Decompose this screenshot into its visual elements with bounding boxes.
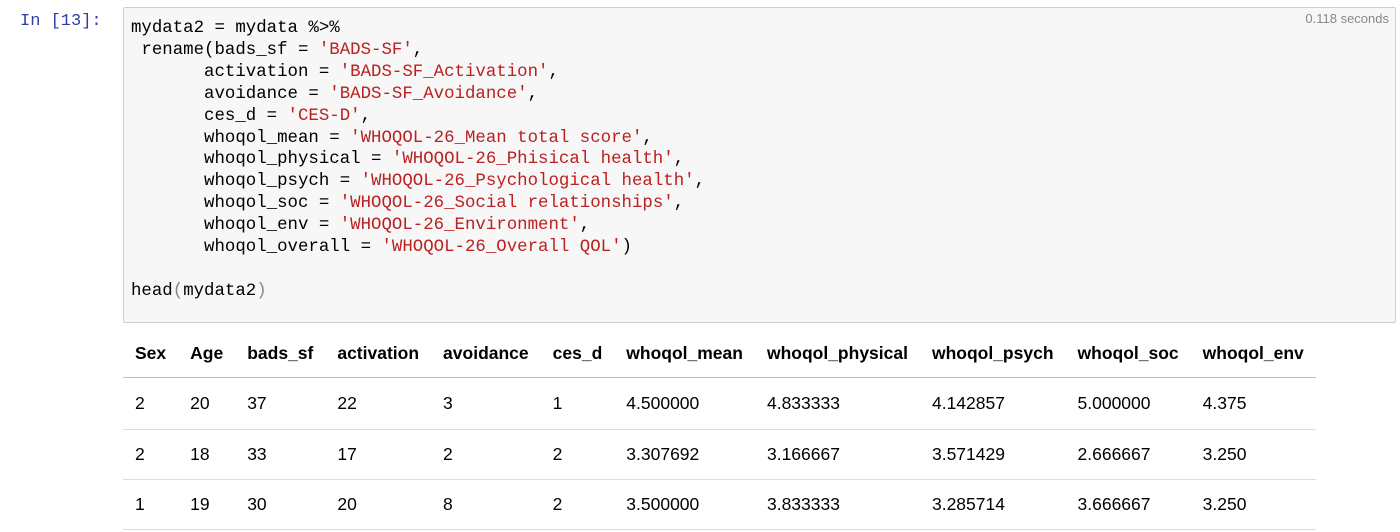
code-string: 'WHOQOL-26_Overall QOL' bbox=[381, 238, 622, 258]
code-token: , bbox=[694, 172, 706, 192]
table-cell: 2.666667 bbox=[1065, 429, 1191, 480]
code-token: ces_d = bbox=[131, 106, 288, 126]
code-string: 'WHOQOL-26_Social relationships' bbox=[339, 194, 674, 214]
table-cell: 37 bbox=[235, 377, 326, 430]
column-header-whoqol-psych: whoqol_psych bbox=[919, 330, 1066, 378]
code-token: ) bbox=[621, 238, 632, 258]
code-token: , bbox=[673, 150, 685, 170]
code-editor[interactable]: mydata2 = mydata %>% rename(bads_sf = 'B… bbox=[131, 18, 705, 303]
table-cell: 3.500000 bbox=[614, 479, 755, 530]
code-string: 'WHOQOL-26_Mean total score' bbox=[350, 128, 643, 148]
cell-output: Sex Age bads_sf activation avoidance ces_d who… bbox=[123, 330, 1398, 530]
code-string: 'WHOQOL-26_Psychological health' bbox=[360, 172, 695, 192]
code-string: 'BADS-SF_Avoidance' bbox=[329, 84, 528, 104]
code-string: 'BADS-SF_Activation' bbox=[339, 62, 549, 82]
code-token: activation = bbox=[131, 62, 340, 82]
column-header-ces-d: ces_d bbox=[540, 330, 615, 378]
table-cell: 30 bbox=[235, 479, 326, 530]
table-cell: 3.250 bbox=[1190, 429, 1316, 480]
output-table: Sex Age bads_sf activation avoidance ces_d who… bbox=[123, 330, 1316, 530]
code-string: 'WHOQOL-26_Environment' bbox=[339, 216, 580, 236]
column-header-avoidance: avoidance bbox=[431, 330, 541, 378]
code-token: whoqol_env = bbox=[131, 216, 340, 236]
code-token: whoqol_soc = bbox=[131, 194, 340, 214]
code-token: whoqol_overall = bbox=[131, 238, 382, 258]
code-token: avoidance = bbox=[131, 84, 330, 104]
column-header-whoqol-soc: whoqol_soc bbox=[1065, 330, 1191, 378]
column-header-sex: Sex bbox=[123, 330, 179, 378]
execution-time: 0.118 seconds bbox=[1305, 11, 1389, 26]
code-token: , bbox=[579, 216, 591, 236]
code-cell-input[interactable]: 0.118 seconds mydata2 = mydata %>% renam… bbox=[123, 7, 1396, 323]
table-cell: 2 bbox=[431, 429, 541, 480]
column-header-whoqol-mean: whoqol_mean bbox=[614, 330, 755, 378]
table-cell: 3 bbox=[431, 377, 541, 430]
table-row: 2 20 37 22 3 1 4.500000 4.833333 4.142857 5.00000… bbox=[123, 377, 1316, 430]
code-token: ) bbox=[256, 281, 267, 301]
table-cell: 18 bbox=[178, 429, 236, 480]
code-token: ( bbox=[172, 281, 184, 301]
table-cell: 1 bbox=[540, 377, 615, 430]
column-header-whoqol-physical: whoqol_physical bbox=[754, 330, 920, 378]
column-header-activation: activation bbox=[325, 330, 432, 378]
table-cell: 19 bbox=[178, 479, 236, 530]
table-cell: 4.142857 bbox=[919, 377, 1066, 430]
code-token: whoqol_psych = bbox=[131, 172, 361, 192]
code-token: mydata2 bbox=[183, 281, 257, 301]
code-string: 'WHOQOL-26_Phisical health' bbox=[391, 150, 674, 170]
code-token: , bbox=[360, 106, 372, 126]
table-cell: 2 bbox=[540, 479, 615, 530]
table-header-row: Sex Age bads_sf activation avoidance ces_d who… bbox=[123, 330, 1316, 378]
table-cell: 4.375 bbox=[1190, 377, 1316, 430]
table-cell: 3.250 bbox=[1190, 479, 1316, 530]
table-cell: 20 bbox=[325, 479, 432, 530]
column-header-bads-sf: bads_sf bbox=[235, 330, 326, 378]
table-cell: 3.666667 bbox=[1065, 479, 1191, 530]
code-string: 'CES-D' bbox=[287, 106, 361, 126]
table-cell: 3.307692 bbox=[614, 429, 755, 480]
table-cell: 22 bbox=[325, 377, 432, 430]
table-row: 2 18 33 17 2 2 3.307692 3.166667 3.571429 2.66666… bbox=[123, 429, 1316, 480]
table-cell: 4.833333 bbox=[754, 377, 920, 430]
code-token: whoqol_physical = bbox=[131, 150, 392, 170]
table-cell: 2 bbox=[123, 429, 179, 480]
code-token: mydata2 = mydata %>% bbox=[131, 19, 340, 38]
table-cell: 17 bbox=[325, 429, 432, 480]
table-body: 2 20 37 22 3 1 4.500000 4.833333 4.142857 5.00000… bbox=[123, 377, 1316, 530]
table-cell: 1 bbox=[123, 479, 179, 530]
code-token: , bbox=[412, 40, 424, 60]
table-cell: 5.000000 bbox=[1065, 377, 1191, 430]
table-row: 1 19 30 20 8 2 3.500000 3.833333 3.285714 3.66666… bbox=[123, 479, 1316, 530]
code-token: , bbox=[527, 84, 539, 104]
table-cell: 3.285714 bbox=[919, 479, 1066, 530]
table-cell: 3.571429 bbox=[919, 429, 1066, 480]
code-token: , bbox=[548, 62, 559, 82]
table-cell: 33 bbox=[235, 429, 326, 480]
code-token: head bbox=[131, 281, 173, 301]
column-header-age: Age bbox=[178, 330, 236, 378]
table-cell: 2 bbox=[540, 429, 615, 480]
table-cell: 2 bbox=[123, 377, 179, 430]
table-cell: 20 bbox=[178, 377, 236, 430]
column-header-whoqol-env: whoqol_env bbox=[1190, 330, 1316, 378]
table-cell: 8 bbox=[431, 479, 541, 530]
code-token: , bbox=[642, 128, 653, 148]
code-token: rename(bads_sf = bbox=[131, 40, 319, 60]
code-string: 'BADS-SF' bbox=[318, 40, 413, 60]
table-cell: 3.166667 bbox=[754, 429, 920, 480]
table-cell: 4.500000 bbox=[614, 377, 755, 430]
table-cell: 3.833333 bbox=[754, 479, 920, 530]
code-token: , bbox=[673, 194, 685, 214]
code-token: whoqol_mean = bbox=[131, 128, 351, 148]
cell-prompt: In [13]: bbox=[20, 12, 102, 31]
